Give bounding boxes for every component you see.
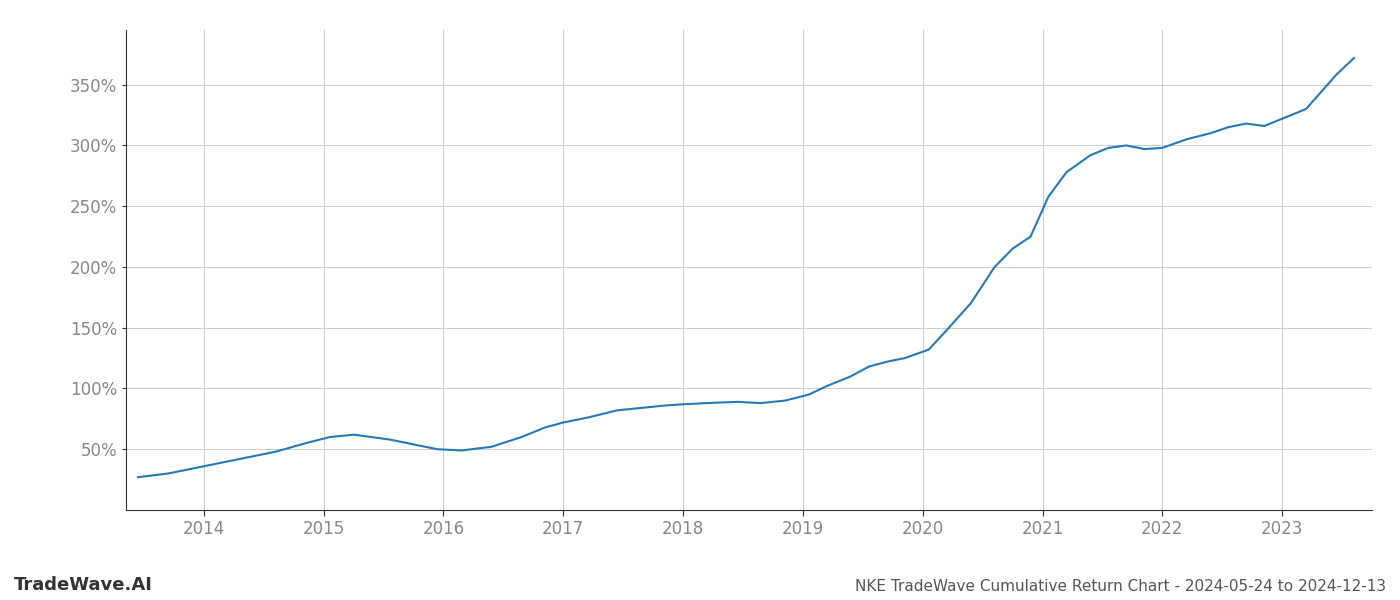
Text: NKE TradeWave Cumulative Return Chart - 2024-05-24 to 2024-12-13: NKE TradeWave Cumulative Return Chart - … bbox=[855, 579, 1386, 594]
Text: TradeWave.AI: TradeWave.AI bbox=[14, 576, 153, 594]
